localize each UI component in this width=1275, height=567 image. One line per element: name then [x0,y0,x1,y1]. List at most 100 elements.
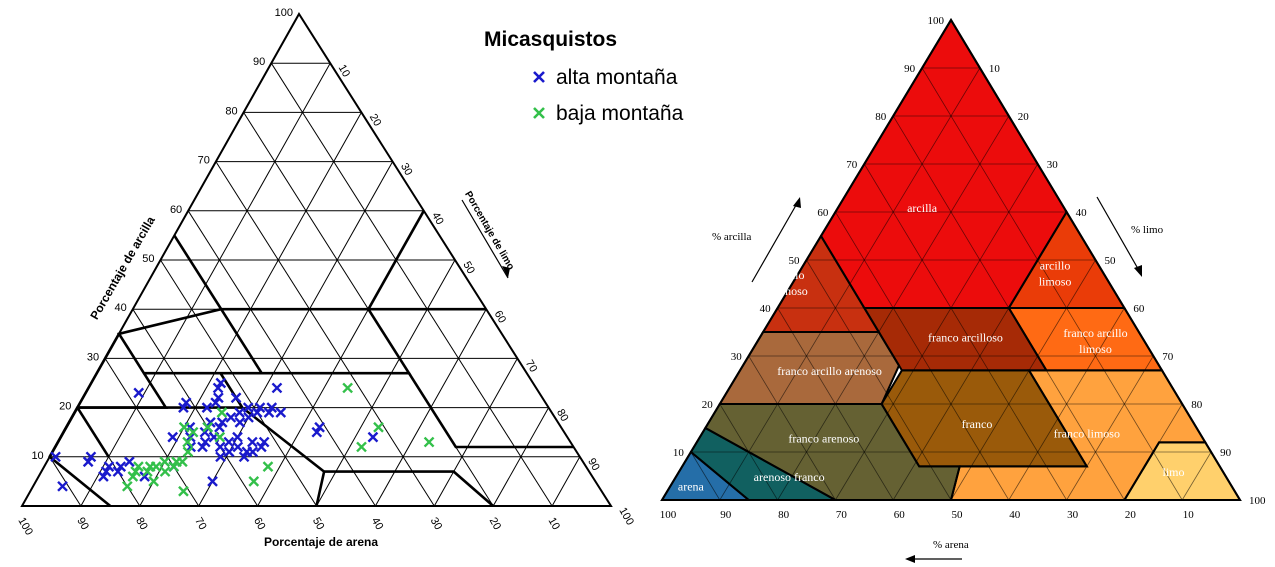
baja-montana-point [159,466,171,477]
alta-montana-point [266,402,278,413]
left-sand-tick-label: 100 [15,516,35,538]
zone-limo [1124,442,1240,500]
left-silt-tick-label: 20 [367,112,384,129]
left-sand-tick-label: 80 [133,516,150,533]
alta-montana-point [216,417,228,428]
zone-label: arcilla [907,201,938,215]
baja-montana-point [248,476,260,487]
left-texture-boundary [407,372,574,449]
left-texture-boundary [116,234,265,375]
alta-montana-point [314,421,325,433]
alta-montana-point [50,451,61,463]
alta-montana-point [275,407,287,418]
left-silt-tick-label: 30 [398,161,415,178]
right-grid-line [748,355,836,501]
right-silt-tick-label: 40 [1076,207,1088,219]
right-clay-tick-label: 100 [928,15,945,27]
zone-franco [881,370,1087,467]
alta-montana-point [258,436,270,448]
baja-montana-point [148,476,159,487]
left-grid [49,62,581,507]
alta-montana-point [115,461,127,472]
baja-montana-point [182,446,194,458]
right-clay-tick-label: 40 [760,303,772,315]
baja-montana-point [182,436,193,448]
right-silt-tick-label: 10 [989,63,1001,75]
right-silt-axis-label: % limo [1131,224,1164,236]
baja-montana-point [356,441,367,453]
right-grid-line [950,259,1096,501]
zone-label: arena [678,479,705,493]
right-grid-line [690,451,721,501]
zone-label: franco limoso [1054,427,1120,441]
left-grid-line [492,407,550,507]
left-sand-tick-label: 60 [251,516,268,533]
alta-montana-point [201,402,213,413]
legend-label-alta: alta montaña [556,66,678,89]
left-silt-tick-label: 50 [460,260,477,277]
alta-montana-point [232,431,243,443]
right-silt-tick-label: 80 [1191,399,1203,411]
left-grid-line [215,161,435,507]
right-clay-axis-label: % arcilla [712,231,752,243]
alta-montana-point [243,412,254,423]
left-grid-line [104,358,200,507]
alta-montana-point [57,480,68,492]
zone-label: franco arenoso [788,431,859,445]
right-tick-labels: 10 20 30 40 50 60 70 80 90 100 10 20 30 40 50 60 70 80 90 1… [660,15,1266,521]
right-silt-tick-label: 90 [1220,447,1232,459]
baja-montana-point [214,431,226,443]
right-sand-tick-label: 90 [720,509,732,521]
left-texture-boundary [367,210,425,310]
left-silt-tick-label: 40 [429,210,446,227]
alta-montana-point [124,456,135,468]
zone-label: franco [962,417,993,431]
left-texture-boundary [261,307,487,375]
legend-marker-alta [533,71,545,83]
baja-montana-point [178,485,189,497]
silt-axis-arrow [461,199,509,279]
right-silt-tick-label: 30 [1047,159,1059,171]
right-silt-arrow [1096,196,1142,275]
baja-montana-point [159,456,171,468]
legend-title: Micasquistos [484,28,617,51]
left-silt-tick-label: 100 [616,506,636,528]
left-grid-line [316,259,456,507]
right-clay-tick-label: 80 [875,111,887,123]
alta-montana-point [234,417,246,428]
left-silt-tick-label: 70 [523,358,540,375]
right-sand-axis-label: % arena [933,539,969,551]
zone-label: arcillo arenoso [770,268,807,298]
baja-montana-point [187,426,199,438]
alta-montana-point [207,476,218,487]
alta-montana-point [234,407,245,418]
baja-montana-point [216,407,228,418]
right-silt-tick-label: 50 [1105,255,1117,267]
legend: Micasquistos alta montaña baja montaña [484,28,684,125]
right-clay-tick-label: 20 [702,399,714,411]
alta-montana-point [212,382,224,394]
alta-montana-point [133,387,145,399]
alta-montana-point [242,402,254,413]
right-grid-line [921,67,1183,501]
left-silt-tick-label: 80 [554,407,571,424]
right-silt-arrowhead [1134,265,1142,277]
alta-montana-point [367,431,379,443]
baja-montana-point [133,461,144,472]
right-grid-line [806,259,952,501]
zone-label: limo [1163,465,1185,479]
left-tick-labels: 10 20 30 40 50 60 70 80 90 100 10 20 30 40 50 60 70 80 90 1… [15,7,636,537]
left-texture-boundary [219,372,326,507]
alta-montana-point [213,392,224,404]
right-sand-tick-label: 20 [1125,509,1137,521]
right-silt-tick-label: 20 [1018,111,1030,123]
alta-montana-point [103,461,115,472]
baja-montana-point [202,421,214,433]
legend-marker-baja [533,107,545,119]
right-clay-arrow [751,199,800,283]
alta-montana-point [223,436,235,448]
zone-franco-arcillo-arenoso [719,332,899,404]
left-triangle-frame [20,12,613,507]
left-ternary-chart: 10 20 30 40 50 60 70 80 90 100 10 20 30 40 50 60 70 80 90 1… [15,7,683,549]
left-sand-tick-label: 70 [192,516,209,533]
